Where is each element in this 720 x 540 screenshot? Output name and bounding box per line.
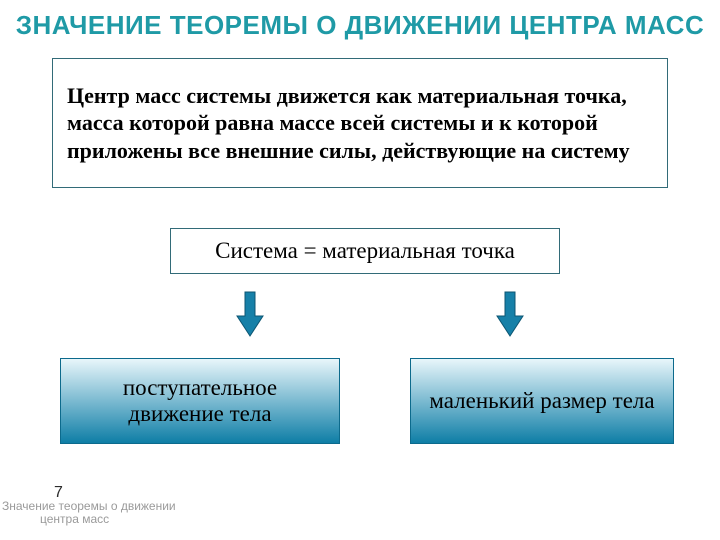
definition-box: Центр масс системы движется как материал… [52, 58, 668, 188]
footer-caption-line2: центра масс [40, 512, 109, 526]
definition-text: Центр масс системы движется как материал… [53, 74, 667, 173]
right-result-box: маленький размер тела [410, 358, 674, 444]
equation-box: Система = материальная точка [170, 228, 560, 274]
right-result-text: маленький размер тела [411, 380, 673, 422]
footer-caption: Значение теоремы о движении центра масс [2, 500, 176, 526]
left-result-text: поступательное движение тела [61, 367, 339, 435]
left-result-box: поступательное движение тела [60, 358, 340, 444]
footer-caption-line1: Значение теоремы о движении [2, 499, 176, 513]
slide-title: ЗНАЧЕНИЕ ТЕОРЕМЫ О ДВИЖЕНИИ ЦЕНТРА МАСС [0, 10, 720, 41]
arrow-down-icon [235, 290, 265, 338]
equation-text: Система = материальная точка [171, 230, 559, 272]
arrow-down-icon [495, 290, 525, 338]
slide: ЗНАЧЕНИЕ ТЕОРЕМЫ О ДВИЖЕНИИ ЦЕНТРА МАСС … [0, 0, 720, 540]
